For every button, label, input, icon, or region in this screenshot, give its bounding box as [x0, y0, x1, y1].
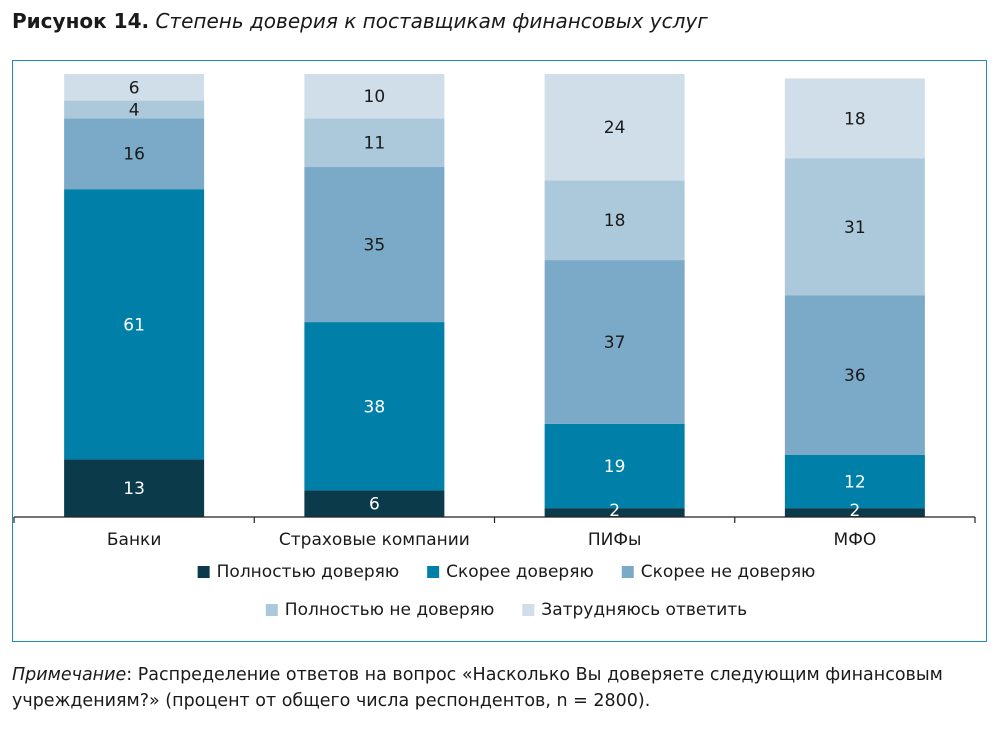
category-label: ПИФы — [588, 530, 642, 550]
bar-segment — [784, 454, 925, 509]
footnote-label: Примечание — [12, 665, 127, 685]
legend-item: Скорее не доверяю — [621, 562, 816, 582]
value-label: 4 — [129, 100, 140, 120]
bar-segment — [544, 74, 685, 181]
value-label: 13 — [123, 479, 145, 499]
legend-label: Скорее не доверяю — [641, 562, 816, 582]
bar-segment — [64, 459, 205, 517]
bars-layer — [64, 74, 925, 517]
footnote: Примечание: Распределение ответов на воп… — [12, 662, 997, 714]
value-label: 12 — [844, 473, 866, 493]
category-label: МФО — [834, 530, 877, 550]
value-label: 35 — [364, 236, 386, 256]
value-label: 10 — [364, 87, 386, 107]
value-label: 2 — [849, 501, 860, 521]
bar-segment — [544, 180, 685, 261]
chart-frame — [12, 60, 987, 642]
value-label: 11 — [364, 134, 386, 154]
bar-segment — [784, 295, 925, 455]
value-label: 2 — [609, 501, 620, 521]
category-label: Страховые компании — [279, 530, 470, 550]
legend-item: Полностью не доверяю — [265, 600, 495, 620]
legend-label: Полностью доверяю — [217, 562, 400, 582]
figure-title: Рисунок 14. Степень доверия к поставщика… — [12, 9, 708, 33]
footnote-text: : Распределение ответов на вопрос «Наско… — [12, 665, 943, 711]
legend-layer: Полностью доверяю Скорее доверяю Скорее не… — [197, 562, 816, 620]
legend-swatch — [621, 566, 634, 578]
legend-swatch — [522, 604, 535, 616]
value-label: 19 — [604, 457, 626, 477]
bar-segment — [304, 490, 445, 517]
legend-swatch — [265, 604, 278, 616]
legend-label: Затрудняюсь ответить — [541, 600, 747, 620]
legend-item: Скорее доверяю — [427, 562, 594, 582]
bar-segment — [64, 189, 205, 460]
figure-number: Рисунок 14. — [12, 9, 150, 33]
bar-segment — [544, 260, 685, 424]
bar-segment — [304, 118, 445, 168]
bar-segment — [304, 167, 445, 323]
bar-segment — [64, 74, 205, 101]
bar-segment — [784, 508, 925, 517]
legend-label: Полностью не доверяю — [285, 600, 495, 620]
legend-swatch — [427, 566, 440, 578]
category-label: Банки — [107, 530, 162, 550]
figure-caption: Степень доверия к поставщикам финансовых… — [155, 9, 708, 33]
value-label: 31 — [844, 218, 866, 238]
legend-label: Скорее доверяю — [446, 562, 594, 582]
value-label: 6 — [369, 495, 380, 515]
bar-segment — [784, 158, 925, 296]
value-label: 24 — [604, 118, 626, 138]
bar-segment — [64, 118, 205, 190]
legend-swatch — [197, 566, 210, 578]
bar-segment — [304, 322, 445, 491]
value-label: 61 — [123, 315, 145, 335]
value-label: 16 — [123, 145, 145, 165]
legend-item: Затрудняюсь ответить — [522, 600, 747, 620]
value-label: 38 — [364, 397, 386, 417]
legend-item: Полностью доверяю — [197, 562, 400, 582]
x-axis-layer: Банки Страховые компании ПИФы МФО — [13, 516, 976, 550]
value-label: 37 — [604, 333, 626, 353]
value-label: 36 — [844, 366, 866, 386]
bar-segment — [544, 423, 685, 509]
bar-segment — [784, 78, 925, 159]
value-label: 18 — [844, 109, 866, 129]
bar-segment — [544, 508, 685, 517]
value-label: 6 — [129, 78, 140, 98]
value-label: 18 — [604, 211, 626, 231]
bar-segment — [64, 100, 205, 119]
bar-segment — [304, 74, 445, 119]
